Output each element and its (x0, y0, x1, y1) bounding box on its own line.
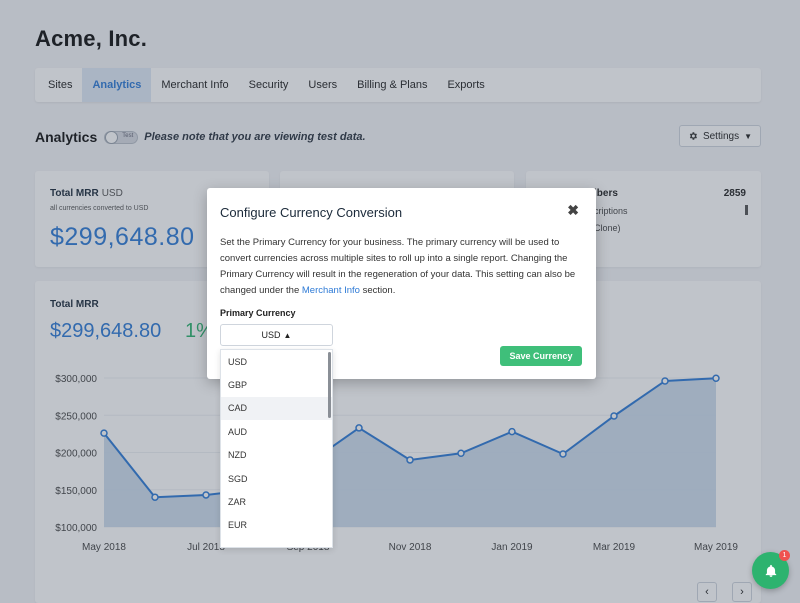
x-tick-label: Nov 2018 (389, 542, 432, 553)
data-point (355, 424, 363, 432)
settings-label: Settings (702, 130, 740, 142)
data-point (508, 427, 516, 436)
data-point (457, 449, 465, 457)
company-name: Acme, Inc. (35, 26, 148, 51)
currency-option[interactable]: USD (228, 356, 248, 367)
prev-page-button[interactable]: ‹ (697, 582, 717, 602)
mini-bar (745, 205, 748, 215)
analytics-header: Analytics Test Please note that you are … (35, 125, 761, 148)
data-point (610, 412, 618, 420)
dropdown-scrollbar[interactable] (328, 352, 331, 418)
modal-description: Set the Primary Currency for your busine… (220, 237, 576, 296)
subscribers-count: 2859 (723, 188, 746, 199)
settings-button[interactable]: Settings ▼ (678, 125, 761, 147)
tab-billing-plans[interactable]: Billing & Plans (357, 79, 428, 91)
bell-icon (765, 564, 776, 577)
x-tick-label: Mar 2019 (593, 542, 636, 553)
y-tick-label: $150,000 (55, 486, 97, 497)
mrr-card-currency: USD (101, 188, 123, 199)
currency-option[interactable]: NZD (228, 450, 247, 461)
currency-dropdown: USD GBP CAD AUD NZD SGD ZAR EUR (220, 349, 333, 548)
subscribers-label: ibers (594, 188, 618, 199)
notification-badge: 1 (779, 550, 790, 561)
tab-bar: Sites Analytics Merchant Info Security U… (35, 68, 761, 102)
currency-option[interactable]: SGD (228, 473, 248, 484)
tab-analytics[interactable]: Analytics (82, 68, 152, 102)
merchant-info-link[interactable]: Merchant Info (301, 285, 360, 296)
currency-modal: Configure Currency Conversion ✖ Set the … (207, 188, 596, 379)
currency-option[interactable]: GBP (228, 380, 248, 391)
chart-growth-pct: 1% (185, 320, 214, 342)
primary-currency-label: Primary Currency (220, 308, 296, 318)
data-point (151, 493, 159, 501)
tab-sites[interactable]: Sites (48, 79, 73, 91)
data-point (559, 450, 567, 458)
tab-exports[interactable]: Exports (447, 79, 485, 91)
test-mode-toggle[interactable]: Test (104, 130, 139, 144)
data-point (100, 429, 108, 437)
page-title: Analytics (35, 129, 98, 145)
tab-users[interactable]: Users (308, 79, 338, 91)
currency-option[interactable]: ZAR (228, 497, 246, 508)
test-data-note: Please note that you are viewing test da… (144, 131, 366, 143)
y-tick-label: $100,000 (55, 523, 97, 534)
mrr-card-value: $299,648.80 (50, 223, 195, 251)
chevron-down-icon: ▼ (744, 131, 752, 141)
chevron-up-icon: ▲ (283, 330, 292, 340)
gear-icon (689, 132, 697, 140)
subscribers-line-1: criptions (594, 206, 628, 216)
x-tick-label: May 2019 (694, 542, 738, 553)
data-point (406, 456, 414, 464)
data-point (712, 374, 720, 383)
mrr-card-label: Total MRR USD (50, 188, 123, 199)
save-currency-button[interactable]: Save Currency (500, 346, 582, 366)
close-icon[interactable]: ✖ (567, 202, 579, 218)
toggle-knob (105, 130, 119, 144)
x-tick-label: May 2018 (82, 542, 126, 553)
primary-currency-select[interactable]: USD ▲ (220, 324, 333, 346)
subscribers-line-2: Clone) (594, 223, 621, 233)
selected-currency: USD (261, 330, 281, 340)
chart-title: Total MRR (50, 299, 99, 310)
chart-total-value: $299,648.80 (50, 320, 162, 342)
data-point (202, 491, 210, 499)
y-tick-label: $300,000 (55, 374, 97, 385)
mrr-card-subtitle: all currencies converted to USD (50, 205, 149, 212)
y-tick-label: $200,000 (55, 449, 97, 460)
data-point (661, 377, 669, 385)
modal-title: Configure Currency Conversion (220, 205, 403, 220)
y-tick-label: $250,000 (55, 411, 97, 422)
tab-merchant-info[interactable]: Merchant Info (161, 79, 229, 91)
tab-security[interactable]: Security (248, 79, 289, 91)
next-page-button[interactable]: › (732, 582, 752, 602)
x-tick-label: Jul 2018 (187, 542, 225, 553)
chat-button[interactable] (752, 552, 789, 589)
currency-option[interactable]: CAD (221, 396, 332, 421)
currency-option[interactable]: AUD (228, 426, 248, 437)
x-tick-label: Jan 2019 (491, 542, 533, 553)
toggle-label: Test (122, 132, 134, 139)
currency-option[interactable]: EUR (228, 520, 248, 531)
